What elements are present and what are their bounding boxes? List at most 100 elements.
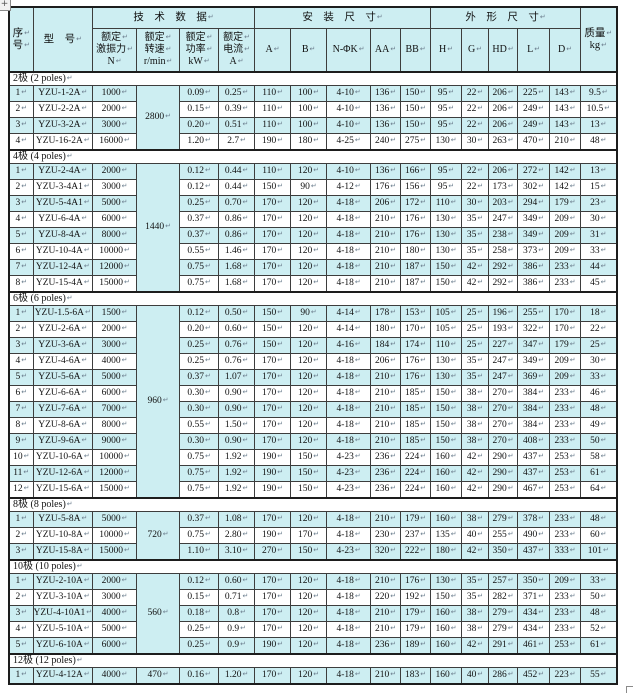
- table-move-handle-icon[interactable]: +: [0, 0, 11, 11]
- table-cell: 90: [290, 305, 328, 322]
- table-cell: 120: [290, 417, 328, 434]
- table-cell: 196: [488, 305, 519, 322]
- table-cell: 150: [290, 465, 328, 482]
- cell-text: 184: [375, 340, 396, 350]
- table-resize-handle-icon[interactable]: [626, 686, 633, 693]
- table-cell: 233: [549, 621, 582, 638]
- cell-text: 120: [298, 166, 319, 176]
- cell-text: A: [266, 44, 280, 55]
- cell-text: 209: [555, 214, 576, 224]
- cell-text: 150: [298, 484, 319, 494]
- cell-text: 136: [375, 166, 396, 176]
- cell-text: 190: [262, 136, 283, 146]
- cell-text: 180: [298, 136, 319, 146]
- table-row: 4 YZU-16-2A 16000 1.20 2.7 190 180 4-25 240 275 13…: [8, 133, 618, 151]
- table-cell: 3: [8, 605, 34, 622]
- cell-text: 105: [436, 324, 457, 334]
- cell-text: 470: [148, 670, 169, 680]
- table-cell: 0.20: [179, 321, 220, 338]
- table-cell: 183: [400, 667, 432, 685]
- table-cell: 4-18: [326, 275, 372, 293]
- cell-text: YZU-16-2A: [36, 136, 90, 146]
- table-cell: 0.37: [179, 227, 220, 244]
- cell-text: 187: [405, 262, 426, 272]
- cell-text: YZU-7-6A: [38, 404, 87, 414]
- table-cell: YZU-9-6A: [32, 433, 94, 450]
- cell-text: 90: [300, 308, 316, 318]
- table-cell: 210: [370, 227, 402, 244]
- cell-text: 38: [467, 608, 483, 618]
- cell-text: 3: [15, 120, 27, 130]
- table-cell: 233: [549, 259, 582, 276]
- cell-text: 176: [405, 214, 426, 224]
- table-cell: 255: [517, 305, 551, 322]
- table-cell: 2: [8, 589, 34, 606]
- cell-text: 7000: [102, 404, 128, 414]
- cell-text: 190: [262, 468, 283, 478]
- table-cell: 279: [488, 621, 519, 638]
- cell-text: 31: [590, 230, 606, 240]
- cell-text: 150: [262, 340, 283, 350]
- table-cell: 190: [254, 449, 292, 466]
- table-cell: 160: [430, 481, 463, 499]
- cell-text: 0.60: [225, 324, 249, 334]
- cell-text: 279: [493, 514, 514, 524]
- cell-text: 160: [436, 468, 457, 478]
- table-cell: 236: [370, 449, 402, 466]
- table-cell: 237: [400, 527, 432, 544]
- cell-text: 294: [523, 198, 544, 208]
- table-cell: 46: [580, 385, 618, 402]
- rated-speed-cell: 960: [136, 305, 181, 499]
- cell-text: 4-23: [336, 468, 360, 478]
- table-cell: 48: [580, 605, 618, 622]
- table-cell: 22: [461, 163, 490, 180]
- cell-text: 170: [262, 214, 283, 224]
- table-cell: 42: [461, 637, 490, 655]
- cell-text: 4000: [102, 670, 128, 680]
- table-cell: 4-14: [326, 305, 372, 322]
- table-cell: 233: [549, 385, 582, 402]
- cell-text: 100: [298, 104, 319, 114]
- table-cell: 25: [461, 337, 490, 354]
- cell-text: 209: [555, 576, 576, 586]
- cell-text: 233: [555, 388, 576, 398]
- cell-text: 437: [523, 468, 544, 478]
- table-cell: 136: [370, 85, 402, 102]
- cell-text: 225: [523, 88, 544, 98]
- table-cell: 8000: [92, 227, 138, 244]
- table-cell: 0.71: [218, 589, 256, 606]
- cell-text: 转速: [145, 44, 172, 55]
- cell-text: 1.10: [187, 546, 211, 556]
- header-group-row: 序 号 型 号 技 术 数 据 安 装 尺 寸 外 形 尺 寸 质量 kg: [8, 6, 618, 73]
- cell-text: 292: [493, 278, 514, 288]
- cell-text: 0.75: [187, 278, 211, 288]
- table-cell: 2: [8, 527, 34, 544]
- cell-text: YZU-4-12A: [36, 670, 90, 680]
- table-cell: 136: [370, 117, 402, 134]
- table-cell: 187: [400, 275, 432, 293]
- table-cell: 160: [430, 667, 463, 685]
- cell-text: 6: [15, 388, 27, 398]
- cell-text: 255: [493, 530, 514, 540]
- table-cell: 170: [254, 369, 292, 386]
- cell-text: 253: [555, 484, 576, 494]
- table-cell: 120: [290, 511, 328, 528]
- cell-text: YZU-6-6A: [38, 388, 87, 398]
- cell-text: 210: [375, 388, 396, 398]
- cell-text: 209: [555, 246, 576, 256]
- table-cell: 143: [549, 85, 582, 102]
- table-cell: 0.37: [179, 511, 220, 528]
- cell-text: 35: [467, 214, 483, 224]
- table-cell: 174: [400, 337, 432, 354]
- table-cell: 255: [488, 527, 519, 544]
- cell-text: 209: [555, 356, 576, 366]
- cell-text: 170: [262, 514, 283, 524]
- cell-text: 160: [436, 484, 457, 494]
- table-cell: 210: [370, 211, 402, 228]
- table-row: 4 YZU-4-6A 4000 0.25 0.76 170 120 4-18 206 176 130…: [8, 353, 618, 370]
- cell-text: 275: [405, 136, 426, 146]
- cell-text: 4-23: [336, 452, 360, 462]
- cell-text: 120: [298, 214, 319, 224]
- table-row: 2 YZU-2-6A 2000 0.20 0.60 150 120 4-14 180 170 105…: [8, 321, 618, 338]
- cell-text: 30: [590, 356, 606, 366]
